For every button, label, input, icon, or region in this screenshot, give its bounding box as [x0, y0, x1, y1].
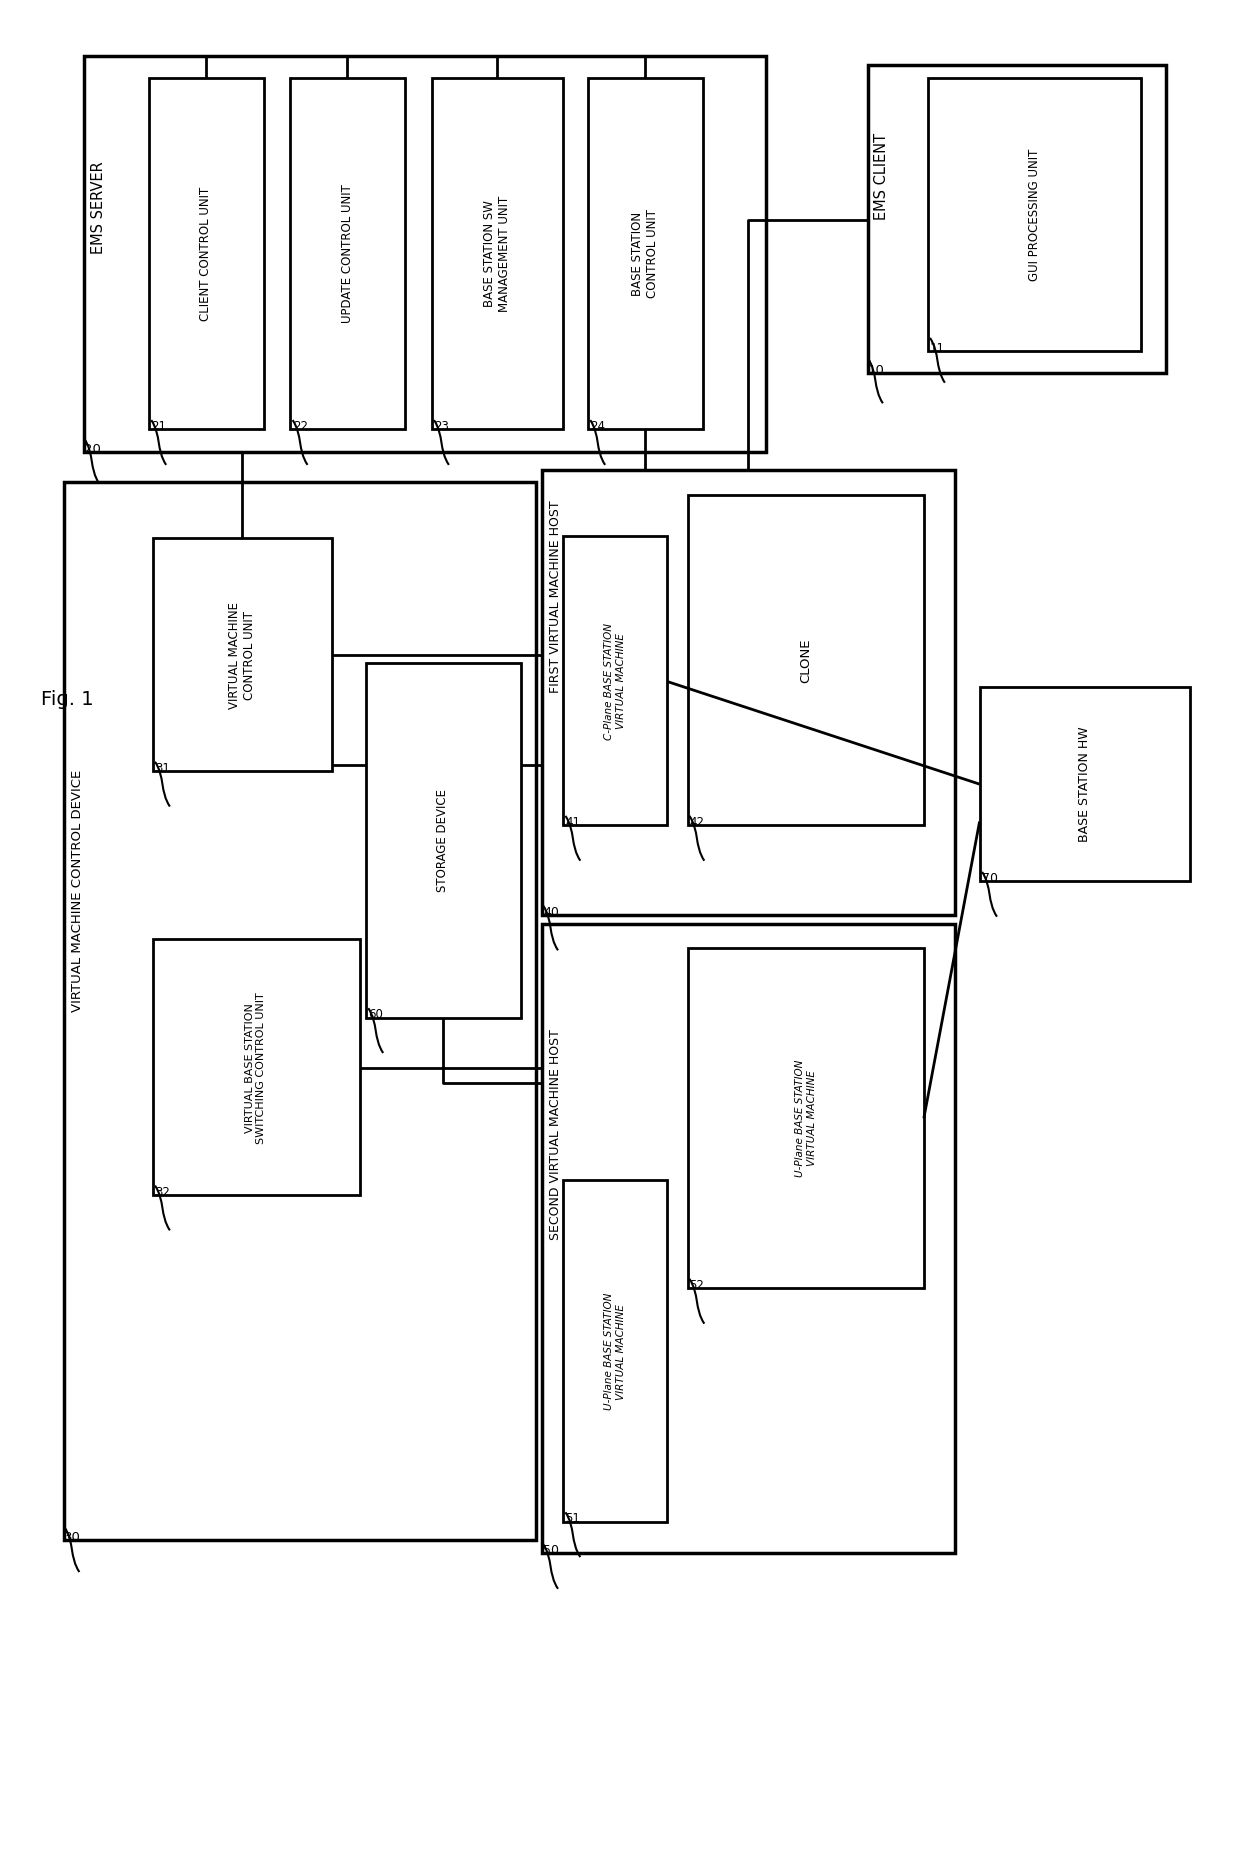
Text: UPDATE CONTROL UNIT: UPDATE CONTROL UNIT: [341, 185, 353, 323]
Text: 22: 22: [293, 420, 308, 433]
Text: 31: 31: [155, 762, 170, 775]
Text: C-Plane BASE STATION
VIRTUAL MACHINE: C-Plane BASE STATION VIRTUAL MACHINE: [604, 624, 626, 739]
Text: 21: 21: [151, 420, 166, 433]
Text: FIRST VIRTUAL MACHINE HOST: FIRST VIRTUAL MACHINE HOST: [549, 500, 562, 693]
FancyBboxPatch shape: [588, 78, 703, 429]
Text: STORAGE DEVICE: STORAGE DEVICE: [436, 788, 449, 892]
FancyBboxPatch shape: [153, 939, 360, 1195]
Text: SECOND VIRTUAL MACHINE HOST: SECOND VIRTUAL MACHINE HOST: [549, 1029, 562, 1240]
Text: 24: 24: [590, 420, 605, 433]
FancyBboxPatch shape: [688, 495, 924, 825]
Text: 40: 40: [543, 905, 559, 919]
FancyBboxPatch shape: [542, 470, 955, 915]
FancyBboxPatch shape: [149, 78, 264, 429]
Text: GUI PROCESSING UNIT: GUI PROCESSING UNIT: [1028, 149, 1040, 280]
Text: 60: 60: [368, 1008, 383, 1021]
FancyBboxPatch shape: [868, 65, 1166, 373]
FancyBboxPatch shape: [980, 687, 1190, 881]
Text: 23: 23: [434, 420, 449, 433]
FancyBboxPatch shape: [64, 482, 536, 1540]
Text: VIRTUAL MACHINE
CONTROL UNIT: VIRTUAL MACHINE CONTROL UNIT: [228, 601, 255, 709]
Text: BASE STATION HW: BASE STATION HW: [1079, 726, 1091, 842]
Text: BASE STATION
CONTROL UNIT: BASE STATION CONTROL UNIT: [631, 209, 658, 299]
Text: Fig. 1: Fig. 1: [41, 691, 93, 709]
Text: 11: 11: [930, 342, 945, 355]
Text: 70: 70: [982, 872, 998, 885]
Text: U-Plane BASE STATION
VIRTUAL MACHINE: U-Plane BASE STATION VIRTUAL MACHINE: [604, 1294, 626, 1410]
Text: CLIENT CONTROL UNIT: CLIENT CONTROL UNIT: [200, 187, 212, 321]
Text: EMS CLIENT: EMS CLIENT: [874, 133, 889, 220]
FancyBboxPatch shape: [928, 78, 1141, 351]
Text: BASE STATION SW
MANAGEMENT UNIT: BASE STATION SW MANAGEMENT UNIT: [484, 196, 511, 312]
Text: 30: 30: [64, 1531, 82, 1544]
Text: 52: 52: [689, 1279, 704, 1292]
Text: VIRTUAL BASE STATION
SWITCHING CONTROL UNIT: VIRTUAL BASE STATION SWITCHING CONTROL U…: [244, 991, 267, 1144]
Text: 32: 32: [155, 1186, 170, 1199]
Text: U-Plane BASE STATION
VIRTUAL MACHINE: U-Plane BASE STATION VIRTUAL MACHINE: [795, 1060, 817, 1176]
Text: 41: 41: [565, 816, 580, 829]
Text: 10: 10: [868, 364, 885, 377]
FancyBboxPatch shape: [563, 1180, 667, 1522]
FancyBboxPatch shape: [153, 538, 332, 771]
Text: 50: 50: [543, 1544, 559, 1557]
Text: EMS SERVER: EMS SERVER: [91, 161, 105, 254]
FancyBboxPatch shape: [688, 948, 924, 1288]
FancyBboxPatch shape: [290, 78, 405, 429]
FancyBboxPatch shape: [563, 536, 667, 825]
FancyBboxPatch shape: [432, 78, 563, 429]
FancyBboxPatch shape: [542, 924, 955, 1553]
Text: VIRTUAL MACHINE CONTROL DEVICE: VIRTUAL MACHINE CONTROL DEVICE: [71, 769, 83, 1012]
Text: CLONE: CLONE: [800, 639, 812, 683]
Text: 20: 20: [84, 442, 102, 456]
FancyBboxPatch shape: [366, 663, 521, 1018]
FancyBboxPatch shape: [84, 56, 766, 452]
Text: 42: 42: [689, 816, 704, 829]
Text: 51: 51: [565, 1512, 580, 1525]
